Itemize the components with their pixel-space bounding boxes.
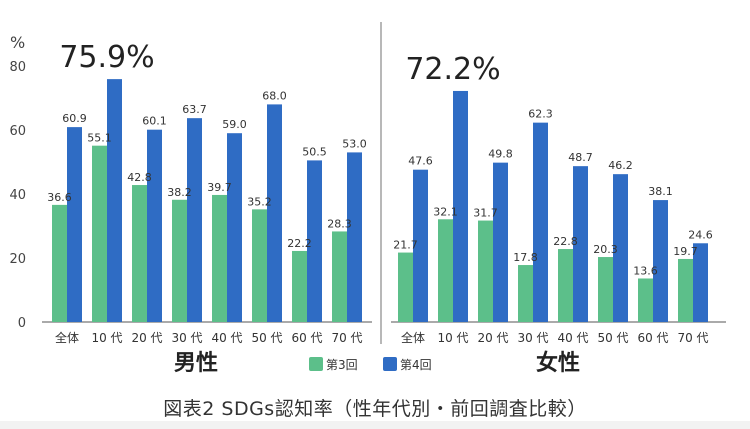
bar-series2 [653,200,668,322]
data-label-series1: 38.2 [167,186,192,199]
bar-series1 [478,220,493,322]
data-label-series1: 20.3 [593,243,618,256]
bar-series1 [518,265,533,322]
bar-series1 [132,185,147,322]
data-label-series1: 13.6 [633,264,658,277]
bar-series2 [187,118,202,322]
data-label-series2: 63.7 [182,103,207,116]
legend-label-series2: 第4回 [400,358,432,372]
bar-series2 [227,133,242,322]
data-label-series1: 22.2 [287,237,312,250]
bar-series1 [92,145,107,322]
data-label-series2: 62.3 [528,108,553,121]
bar-series1 [292,250,307,322]
x-tick-label: 30 代 [171,331,202,345]
x-tick-label: 40 代 [557,331,588,345]
data-label-series2: 24.6 [688,228,713,241]
y-tick-label: 0 [18,316,26,331]
highlight-value: 75.9% [59,40,154,75]
data-label-series2: 53.0 [342,137,367,150]
x-tick-label: 40 代 [211,331,242,345]
bar-series1 [252,209,267,322]
data-label-series2: 47.6 [408,155,433,168]
data-label-series1: 36.6 [47,191,72,204]
bar-series2 [493,162,508,322]
x-tick-label: 全体 [401,330,425,345]
panel-label-female: 女性 [536,350,580,376]
data-label-series2: 50.5 [302,145,327,158]
data-label-series1: 17.8 [513,251,538,264]
data-label-series1: 21.7 [393,239,418,252]
x-tick-label: 70 代 [331,331,362,345]
bar-series1 [438,219,453,322]
x-tick-label: 20 代 [477,331,508,345]
data-label-series1: 32.1 [433,205,458,218]
x-tick-label: 60 代 [637,331,668,345]
bar-series2 [613,174,628,322]
legend-swatch-series2 [383,357,397,371]
bar-series1 [332,231,347,322]
y-tick-label: 80 [9,60,26,75]
data-label-series1: 39.7 [207,181,232,194]
data-label-series2: 48.7 [568,151,593,164]
data-label-series1: 31.7 [473,207,498,220]
panel-label-male: 男性 [174,351,218,376]
data-label-series2: 68.0 [262,89,287,102]
y-tick-label: 60 [9,124,26,139]
sdgs-awareness-chart: % 0 20 40 60 80 36.6 60.9 全体 55.1 10 代 42.8 60.1 20 代… [9,22,726,376]
data-label-series2: 59.0 [222,118,247,131]
x-tick-label: 70 代 [677,331,708,345]
bar-series1 [52,204,67,322]
data-label-series2: 46.2 [608,159,633,172]
highlight-value: 72.2% [405,52,500,87]
bar-series2 [67,127,82,323]
x-tick-label: 30 代 [517,331,548,345]
bar-series2 [267,104,282,323]
data-label-series2: 49.8 [488,148,513,161]
bar-series1 [212,194,227,322]
legend-swatch-series1 [309,357,323,371]
bar-series2 [347,152,362,322]
x-tick-label: 50 代 [251,331,282,345]
data-label-series2: 38.1 [648,185,673,198]
x-tick-label: 50 代 [597,331,628,345]
bar-series1 [598,257,613,322]
bar-series1 [398,252,413,322]
data-label-series2: 60.1 [142,115,167,128]
bar-series2 [107,79,122,323]
y-tick-label: 40 [9,188,26,203]
x-tick-label: 10 代 [437,331,468,345]
y-tick-label: 20 [9,252,26,267]
data-label-series1: 35.2 [247,195,272,208]
y-unit-label: % [10,33,25,52]
legend-label-series1: 第3回 [326,358,358,372]
x-tick-label: 20 代 [131,331,162,345]
bar-series2 [453,90,468,323]
bar-series2 [307,160,322,322]
bottom-band [0,421,750,429]
bar-series1 [172,199,187,322]
bar-series1 [638,278,653,322]
bar-series1 [678,258,693,322]
bar-series2 [147,129,162,322]
bar-series2 [693,243,708,322]
x-tick-label: 全体 [55,330,79,345]
bar-series2 [413,169,428,322]
x-tick-label: 60 代 [291,331,322,345]
bar-series1 [558,249,573,322]
data-label-series1: 28.3 [327,217,352,230]
data-label-series1: 22.8 [553,235,578,248]
data-label-series2: 60.9 [62,112,87,125]
data-label-series1: 55.1 [87,132,112,145]
data-label-series1: 19.7 [673,245,698,258]
figure-caption: 図表2 SDGs認知率（性年代別・前回調査比較） [163,398,587,420]
bar-series2 [533,122,548,322]
data-label-series1: 42.8 [127,171,152,184]
bar-series2 [573,166,588,322]
x-tick-label: 10 代 [91,331,122,345]
